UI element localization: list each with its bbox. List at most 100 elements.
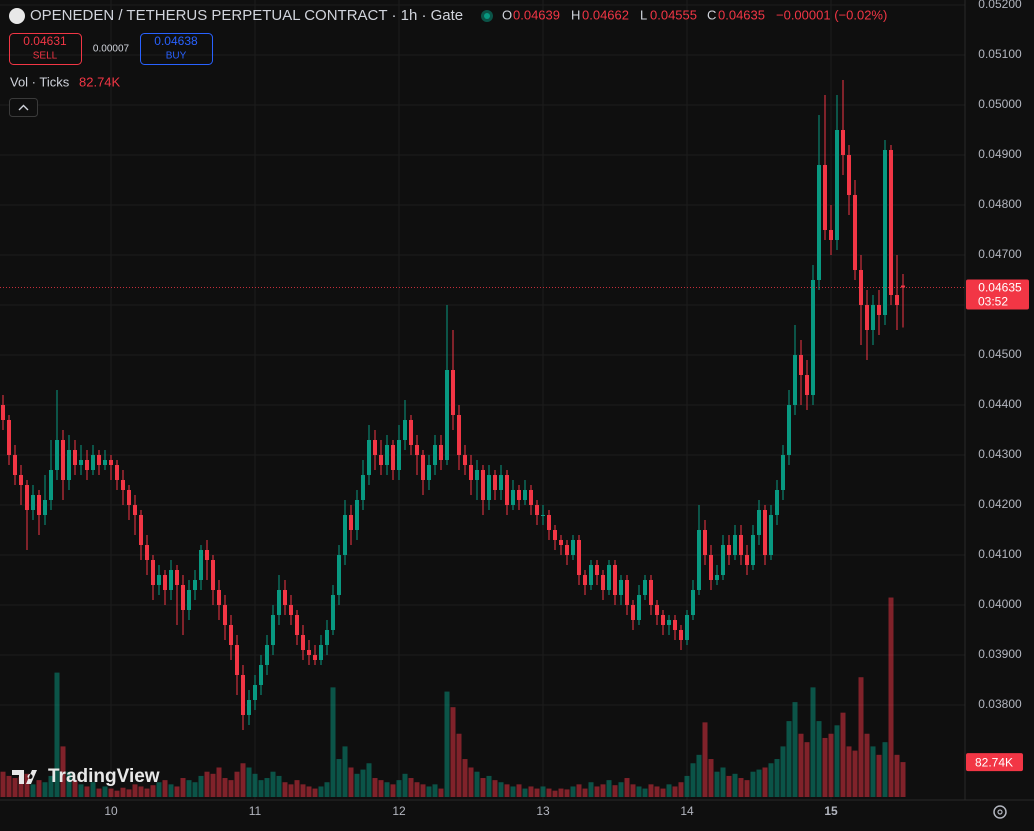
candle-body: [1, 405, 5, 420]
volume-bar: [828, 733, 834, 797]
volume-bar: [6, 775, 12, 797]
candle-body: [649, 580, 653, 605]
y-tick-label: 0.05000: [978, 97, 1022, 111]
volume-bar: [894, 754, 900, 797]
volume-bar: [276, 775, 282, 797]
volume-bar: [528, 786, 534, 797]
sell-price[interactable]: 0.04631: [23, 34, 67, 48]
candle-body: [265, 645, 269, 665]
volume-bar: [660, 788, 666, 797]
volume-bar: [672, 786, 678, 797]
volume-bar: [876, 754, 882, 797]
y-tick-label: 0.05100: [978, 47, 1022, 61]
settings-icon[interactable]: [993, 805, 1007, 819]
symbol-icon[interactable]: [9, 8, 25, 24]
volume-bar: [558, 788, 564, 797]
buy-price[interactable]: 0.04638: [154, 34, 198, 48]
candle-body: [877, 305, 881, 315]
candle-body: [319, 645, 323, 660]
candle-body: [277, 590, 281, 615]
volume-bar: [132, 784, 138, 797]
sell-button[interactable]: [9, 33, 82, 65]
candle-body: [865, 305, 869, 330]
candle-body: [211, 560, 215, 590]
candle-body: [829, 230, 833, 240]
volume-bar: [306, 786, 312, 797]
candle-body: [781, 455, 785, 490]
volume-bar: [186, 780, 192, 797]
volume-bar: [198, 775, 204, 797]
volume-bar: [834, 725, 840, 797]
candle-body: [637, 595, 641, 620]
candle-body: [355, 500, 359, 530]
candle-body: [169, 570, 173, 590]
volume-bar: [630, 784, 636, 797]
candle-body: [523, 490, 527, 500]
candle-body: [289, 605, 293, 615]
x-tick-label: 11: [249, 804, 262, 818]
volume-bar: [384, 782, 390, 797]
y-tick-label: 0.04300: [978, 447, 1022, 461]
x-tick-label: 13: [536, 804, 550, 818]
candle-body: [721, 545, 725, 575]
candle-body: [889, 150, 893, 295]
high-key: H: [571, 7, 580, 22]
brand-logo: [12, 770, 37, 784]
candle-body: [535, 505, 539, 515]
volume-bar: [324, 782, 330, 797]
volume-bar: [114, 790, 120, 797]
volume-bar: [576, 784, 582, 797]
chart-title[interactable]: OPENEDEN / TETHERUS PERPETUAL CONTRACT ·…: [30, 7, 463, 24]
volume-bar: [594, 786, 600, 797]
candle-body: [631, 605, 635, 620]
candle-body: [193, 580, 197, 590]
volume-bar: [480, 778, 486, 797]
candle-body: [421, 455, 425, 480]
volume-bar: [804, 742, 810, 797]
volume-bar: [108, 788, 114, 797]
candle-body: [811, 280, 815, 395]
candle-body: [25, 485, 29, 510]
candle-body: [31, 495, 35, 510]
volume-bar: [96, 788, 102, 797]
candle-body: [61, 440, 65, 480]
volume-bar: [54, 672, 60, 797]
candle-body: [7, 420, 11, 455]
candle-body: [751, 535, 755, 565]
volume-bar: [300, 784, 306, 797]
candle-body: [745, 555, 749, 565]
settings-icon-core[interactable]: [997, 809, 1003, 815]
candle-body: [445, 370, 449, 460]
candle-body: [19, 475, 23, 485]
volume-bar: [252, 773, 258, 797]
candle-body: [391, 445, 395, 470]
grid: [0, 0, 965, 800]
volume-bar: [546, 788, 552, 797]
sell-label[interactable]: SELL: [33, 51, 58, 62]
candle-body: [763, 510, 767, 555]
y-tick-label: 0.04900: [978, 147, 1022, 161]
volume-bar: [882, 742, 888, 797]
collapse-button[interactable]: [9, 98, 38, 117]
volume-bar: [786, 721, 792, 797]
candle-body: [271, 615, 275, 645]
candle-body: [157, 575, 161, 585]
volume-title: Vol · Ticks: [10, 74, 70, 89]
volume-bar: [0, 771, 6, 797]
volume-bar: [642, 788, 648, 797]
x-tick-label: 12: [392, 804, 406, 818]
candle-body: [55, 440, 59, 470]
volume-bar: [36, 780, 42, 797]
volume-bar: [156, 782, 162, 797]
volume-bar: [408, 778, 414, 797]
volume-bar: [792, 702, 798, 797]
volume-bar: [102, 786, 108, 797]
candle-body: [103, 460, 107, 465]
candle-body: [427, 465, 431, 480]
candle-body: [91, 455, 95, 470]
buy-label[interactable]: BUY: [166, 51, 187, 62]
collapse-icon[interactable]: [18, 104, 29, 111]
buy-button[interactable]: [140, 33, 213, 65]
